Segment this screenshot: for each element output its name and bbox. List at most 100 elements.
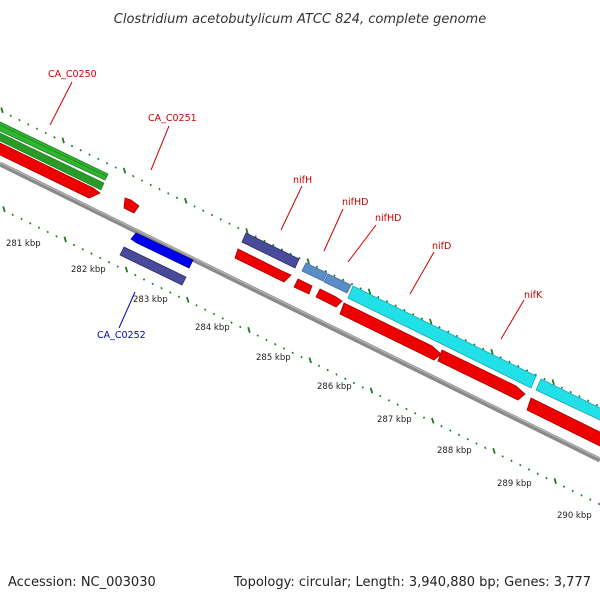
minor-tick-mark [562,485,566,488]
minor-tick-mark [508,360,511,363]
minor-tick-mark [256,334,259,337]
gene-feature-nifd[interactable] [347,285,537,389]
minor-tick-mark [72,243,76,247]
minor-tick-mark [352,381,356,385]
minor-tick-mark [177,295,181,298]
minor-tick-mark [545,476,548,480]
map-title: Clostridium acetobutylicum ATCC 824, com… [114,12,486,27]
minor-tick-mark [237,226,240,230]
minor-tick-mark [37,226,41,229]
minor-tick-mark [114,166,117,169]
tick-label: 285 kbp [256,353,291,363]
minor-tick-mark [289,252,292,256]
major-tick-mark [369,387,374,394]
minor-tick-mark [359,287,362,290]
minor-tick-mark [344,377,347,380]
major-tick-mark [186,296,190,303]
gene-label-nifhd-1[interactable]: nifHD [342,197,368,208]
minor-tick-mark [466,438,469,441]
gene-feature-nifk[interactable] [535,378,600,421]
tick-label: 288 kbp [437,446,472,456]
minor-tick-mark [449,429,452,432]
gene-arrow-nifk[interactable] [437,349,526,401]
minor-tick-mark [510,459,513,462]
major-tick-mark [2,206,6,213]
major-tick-mark [492,447,496,454]
minor-tick-mark [422,416,426,419]
minor-tick-mark [55,235,58,238]
gene-arrow-ca-c0251[interactable] [123,197,140,214]
major-tick-mark [122,167,127,174]
gene-arrow-ca-c0252[interactable] [130,232,194,269]
minor-tick-mark [53,136,56,139]
minor-tick-mark [107,260,111,264]
minor-tick-mark [212,312,216,316]
minor-tick-mark [132,174,135,178]
tick-label: 286 kbp [317,382,352,392]
minor-tick-mark [350,282,354,286]
minor-tick-mark [420,317,424,320]
minor-tick-mark [280,248,284,251]
minor-tick-mark [377,295,380,299]
accession-text: Accession: NC_003030 [8,575,156,590]
major-tick-mark [431,417,435,424]
minor-tick-mark [499,356,502,359]
minor-tick-mark [105,161,109,165]
minor-tick-mark [274,343,277,346]
tick-label: 281 kbp [6,239,41,249]
minor-tick-mark [396,403,399,406]
reverse-strand-features [119,232,194,286]
gene-arrow-ca-c0250[interactable] [0,142,101,199]
minor-tick-mark [204,308,207,311]
gene-arrow-nifh[interactable] [234,248,292,283]
minor-tick-mark [27,123,30,126]
gene-feature-ca-c0252[interactable] [119,246,187,286]
gene-label-nifhd-2[interactable]: nifHD [375,213,401,224]
minor-tick-mark [142,278,146,281]
gene-arrow-nifhd-2[interactable] [315,288,343,308]
minor-tick-mark [195,304,198,307]
minor-tick-mark [315,265,319,269]
gene-arrow-downstream[interactable] [526,397,600,447]
tick-label: 282 kbp [71,265,106,275]
gene-label-ca-c0251[interactable]: CA_C0251 [148,113,197,124]
gene-label-nifk[interactable]: nifK [524,290,543,301]
gene-arrow-nifd[interactable] [339,302,442,361]
minor-tick-mark [578,395,581,398]
gene-feature-shade [0,124,107,177]
gene-arrow-nifhd-1[interactable] [293,278,313,295]
minor-tick-mark [571,489,574,493]
minor-tick-mark [134,273,137,277]
minor-tick-mark [90,252,93,255]
minor-tick-mark [589,498,592,501]
minor-tick-mark [219,218,222,221]
minor-tick-mark [326,368,329,372]
minor-tick-mark [475,442,478,445]
major-tick-mark [245,228,249,235]
gene-label-ca-c0252[interactable]: CA_C0252 [97,330,146,341]
gene-label-ca-c0250[interactable]: CA_C0250 [48,69,97,80]
minor-tick-mark [324,269,327,273]
gene-label-nifd[interactable]: nifD [432,241,451,252]
minor-tick-mark [228,222,231,225]
minor-tick-mark [595,403,599,407]
genome-summary-text: Topology: circular; Length: 3,940,880 bp… [233,575,591,590]
minor-tick-mark [97,157,100,161]
minor-tick-mark [403,308,406,312]
major-tick-mark [553,478,557,485]
gene-feature-nifhd-1[interactable] [301,262,328,282]
minor-tick-mark [167,192,170,195]
genome-backbone [0,161,600,463]
minor-tick-mark [414,412,417,415]
minor-tick-mark [151,282,154,285]
minor-tick-mark [440,425,443,428]
minor-tick-mark [79,149,82,152]
major-tick-mark [61,137,65,144]
major-tick-mark [551,379,555,386]
gene-label-nifh[interactable]: nifH [293,175,312,186]
gene-feature-nifhd-2[interactable] [323,273,352,294]
minor-tick-mark [457,433,461,437]
minor-tick-mark [473,343,476,346]
gene-feature-nifh[interactable] [241,232,300,269]
major-tick-mark [124,266,129,273]
